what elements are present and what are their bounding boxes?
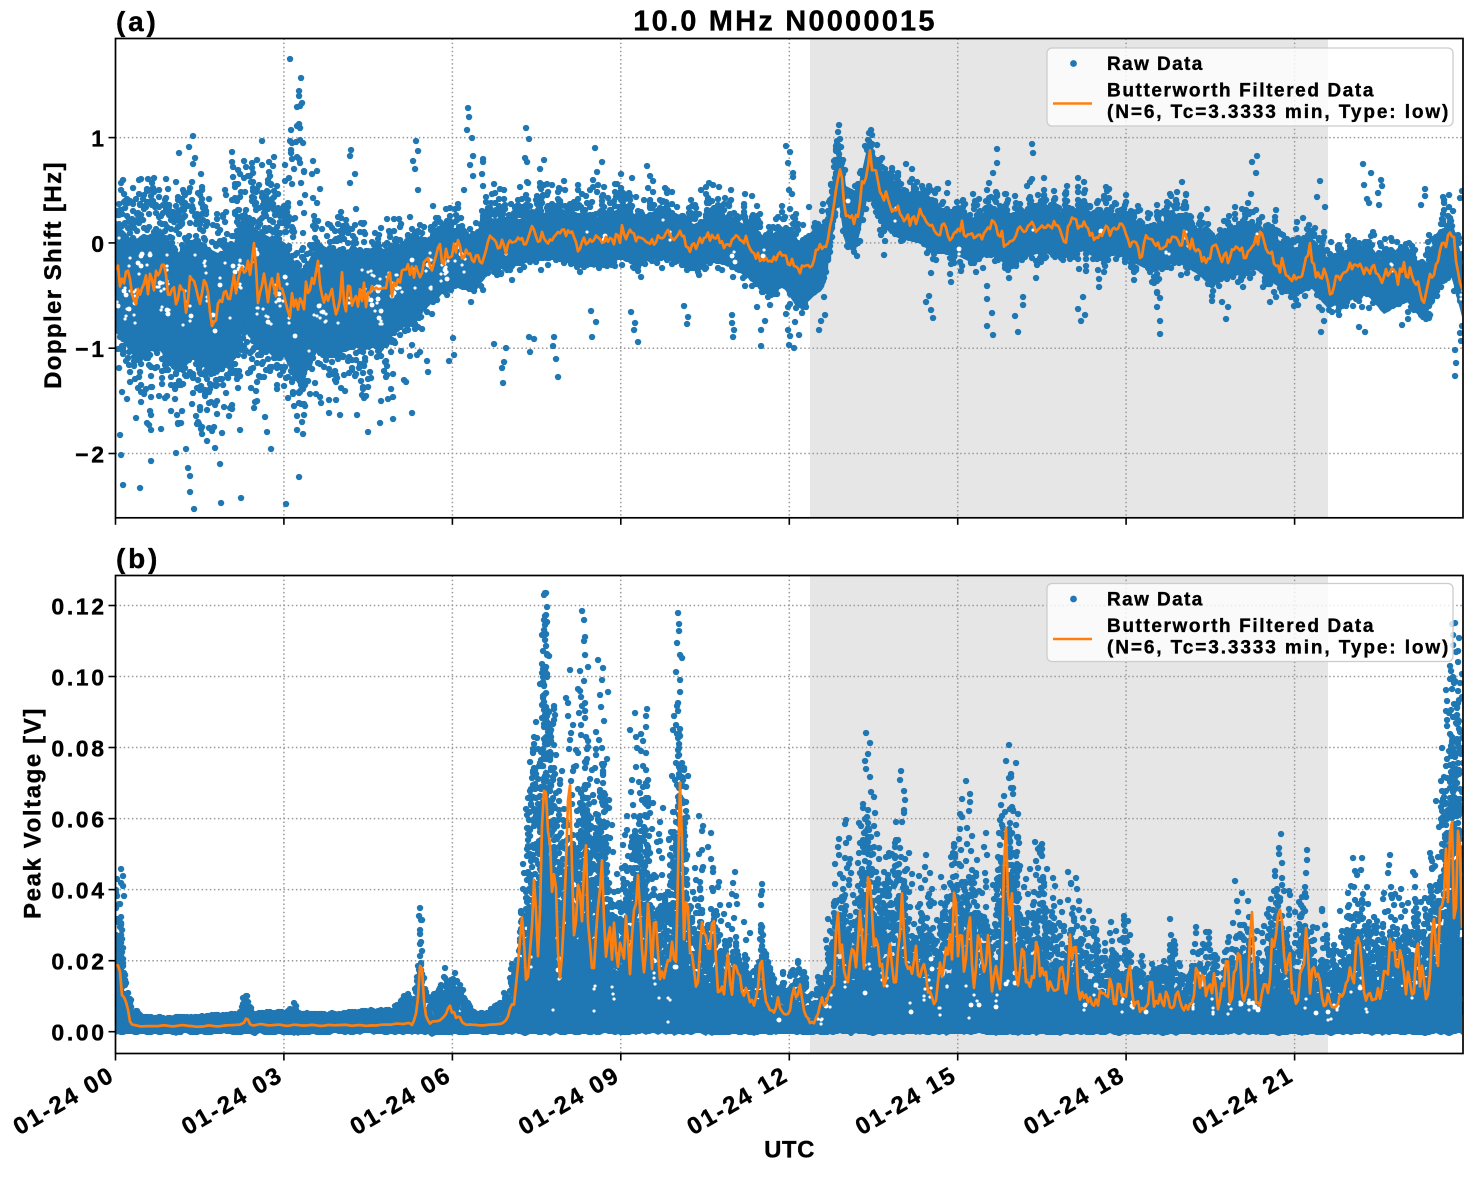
svg-text:0.08: 0.08 bbox=[51, 736, 106, 762]
svg-text:10.0 MHz N0000015: 10.0 MHz N0000015 bbox=[633, 6, 936, 38]
svg-text:0.10: 0.10 bbox=[51, 665, 106, 691]
svg-text:(N=6, Tc=3.3333 min, Type: low: (N=6, Tc=3.3333 min, Type: low) bbox=[1107, 638, 1450, 659]
svg-text:0.00: 0.00 bbox=[51, 1020, 106, 1046]
svg-text:0.02: 0.02 bbox=[51, 949, 106, 975]
svg-text:0.12: 0.12 bbox=[51, 594, 106, 620]
svg-text:(N=6, Tc=3.3333 min, Type: low: (N=6, Tc=3.3333 min, Type: low) bbox=[1107, 102, 1450, 123]
svg-text:1: 1 bbox=[91, 126, 106, 152]
svg-text:Doppler Shift [Hz]: Doppler Shift [Hz] bbox=[40, 161, 67, 389]
svg-text:Butterworth Filtered Data: Butterworth Filtered Data bbox=[1107, 616, 1375, 637]
svg-text:Raw Data: Raw Data bbox=[1107, 54, 1204, 75]
svg-text:0.06: 0.06 bbox=[51, 807, 106, 833]
svg-text:−2: −2 bbox=[75, 442, 106, 468]
svg-text:(b): (b) bbox=[116, 543, 160, 574]
svg-text:(a): (a) bbox=[116, 6, 159, 37]
svg-text:Butterworth Filtered Data: Butterworth Filtered Data bbox=[1107, 81, 1375, 102]
svg-text:−1: −1 bbox=[75, 336, 106, 362]
svg-text:UTC: UTC bbox=[764, 1137, 815, 1164]
svg-text:Raw Data: Raw Data bbox=[1107, 590, 1204, 611]
svg-text:0.04: 0.04 bbox=[51, 878, 106, 904]
svg-text:Peak Voltage [V]: Peak Voltage [V] bbox=[20, 707, 47, 919]
svg-text:0: 0 bbox=[91, 231, 106, 257]
